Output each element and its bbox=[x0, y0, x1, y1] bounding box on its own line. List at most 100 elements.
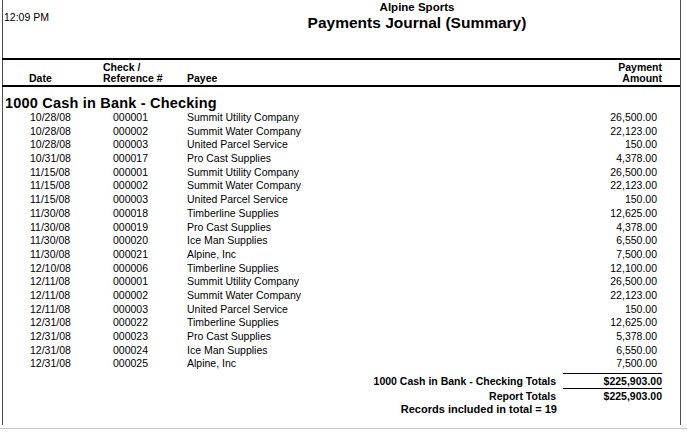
row-payee: Alpine, Inc bbox=[187, 248, 236, 262]
row-payee: Timberline Supplies bbox=[187, 262, 279, 276]
row-amount: 12,625.00 bbox=[552, 316, 657, 330]
row-check-number: 000003 bbox=[113, 193, 148, 207]
column-header-date: Date bbox=[29, 73, 52, 84]
row-amount: 5,378.00 bbox=[552, 330, 657, 344]
row-date: 12/31/08 bbox=[30, 316, 71, 330]
row-date: 10/28/08 bbox=[30, 125, 71, 139]
row-amount: 26,500.00 bbox=[552, 275, 657, 289]
table-row: 10/28/08000003United Parcel Service150.0… bbox=[0, 138, 687, 152]
table-row: 11/30/08000018Timberline Supplies12,625.… bbox=[0, 207, 687, 221]
row-check-number: 000018 bbox=[113, 207, 148, 221]
row-check-number: 000021 bbox=[113, 248, 148, 262]
row-check-number: 000006 bbox=[113, 262, 148, 276]
row-payee: Timberline Supplies bbox=[187, 207, 279, 221]
row-check-number: 000019 bbox=[113, 221, 148, 235]
row-payee: Pro Cast Supplies bbox=[187, 221, 271, 235]
journal-rows: 10/28/08 000001 Summit Utility Company 26,5… bbox=[0, 111, 687, 371]
row-date: 12/11/08 bbox=[30, 303, 70, 317]
report-totals-amount: $225,903.00 bbox=[557, 390, 662, 403]
table-row: 12/10/08000006Timberline Supplies12,100.… bbox=[0, 262, 687, 276]
company-name: Alpine Sports bbox=[157, 1, 677, 13]
row-amount: 4,378.00 bbox=[552, 152, 657, 166]
row-amount: 4,378.00 bbox=[552, 221, 657, 235]
row-check-number: 000001 bbox=[113, 275, 148, 289]
row-date: 10/28/08 bbox=[30, 111, 71, 125]
payments-journal-report-page: 12:09 PM Alpine Sports Payments Journal … bbox=[0, 0, 687, 432]
row-date: 11/30/08 bbox=[30, 221, 70, 235]
records-count-note: Records included in total = 19 bbox=[300, 403, 557, 415]
row-payee: United Parcel Service bbox=[187, 138, 288, 152]
section-totals-row: 1000 Cash in Bank - Checking Totals $225… bbox=[0, 375, 687, 388]
report-title: Payments Journal (Summary) bbox=[157, 14, 677, 32]
row-payee: Timberline Supplies bbox=[187, 316, 279, 330]
row-payee: Summit Utility Company bbox=[187, 166, 299, 180]
report-totals-row: Report Totals $225,903.00 bbox=[0, 390, 687, 403]
row-date: 11/15/08 bbox=[30, 166, 70, 180]
section-totals-amount: $225,903.00 bbox=[557, 375, 662, 388]
row-amount: 7,500.00 bbox=[552, 248, 657, 262]
row-date: 10/31/08 bbox=[30, 152, 71, 166]
row-amount: 22,123.00 bbox=[552, 289, 657, 303]
table-row: 12/11/08 000003 United Parcel Service 150.0… bbox=[0, 303, 687, 317]
table-row: 10/31/08 000017 Pro Cast Supplies 4,378.00 bbox=[0, 152, 687, 166]
table-row: 11/30/08 000020 Ice Man Supplies 6,550.00 bbox=[0, 234, 687, 248]
table-row: 11/15/08000001Summit Utility Company26,5… bbox=[0, 166, 687, 180]
row-amount: 22,123.00 bbox=[552, 125, 657, 139]
row-date: 10/28/08 bbox=[30, 138, 71, 152]
column-header-payee: Payee bbox=[187, 73, 217, 84]
row-check-number: 000023 bbox=[113, 330, 148, 344]
row-payee: United Parcel Service bbox=[187, 193, 288, 207]
row-date: 11/15/08 bbox=[30, 179, 70, 193]
row-payee: Summit Water Company bbox=[187, 179, 301, 193]
column-header-check-reference: Check / Reference # bbox=[103, 62, 163, 84]
row-date: 12/31/08 bbox=[30, 330, 71, 344]
report-header: Alpine Sports Payments Journal (Summary) bbox=[157, 1, 677, 32]
row-payee: Pro Cast Supplies bbox=[187, 330, 271, 344]
row-check-number: 000002 bbox=[113, 289, 148, 303]
row-date: 12/10/08 bbox=[30, 262, 71, 276]
table-row: 11/30/08 000021 Alpine, Inc 7,500.00 bbox=[0, 248, 687, 262]
row-check-number: 000025 bbox=[113, 357, 148, 371]
row-amount: 6,550.00 bbox=[552, 344, 657, 358]
row-payee: Ice Man Supplies bbox=[187, 234, 268, 248]
row-date: 11/30/08 bbox=[30, 234, 70, 248]
table-row: 12/31/08 000022 Timberline Supplies 12,625.… bbox=[0, 316, 687, 330]
row-date: 12/11/08 bbox=[30, 289, 70, 303]
row-check-number: 000002 bbox=[113, 125, 148, 139]
section-header: 1000 Cash in Bank - Checking bbox=[5, 95, 217, 111]
table-row: 12/31/08 000025 Alpine, Inc 7,500.00 bbox=[0, 357, 687, 371]
row-check-number: 000001 bbox=[113, 111, 148, 125]
column-header-payment-amount: Payment Amount bbox=[557, 62, 662, 84]
row-amount: 7,500.00 bbox=[552, 357, 657, 371]
row-check-number: 000024 bbox=[113, 344, 148, 358]
row-amount: 150.00 bbox=[552, 303, 657, 317]
row-amount: 26,500.00 bbox=[552, 111, 657, 125]
row-amount: 26,500.00 bbox=[552, 166, 657, 180]
row-date: 11/30/08 bbox=[30, 207, 70, 221]
row-payee: United Parcel Service bbox=[187, 303, 288, 317]
row-check-number: 000022 bbox=[113, 316, 148, 330]
row-payee: Pro Cast Supplies bbox=[187, 152, 271, 166]
row-check-number: 000017 bbox=[113, 152, 148, 166]
row-date: 11/30/08 bbox=[30, 248, 70, 262]
row-date: 11/15/08 bbox=[30, 193, 70, 207]
table-row: 12/31/08000024Ice Man Supplies6,550.00 bbox=[0, 344, 687, 358]
report-time: 12:09 PM bbox=[4, 11, 49, 23]
section-totals-label: 1000 Cash in Bank - Checking Totals bbox=[280, 375, 556, 388]
report-totals-label: Report Totals bbox=[280, 390, 556, 403]
table-row: 11/15/08 000002 Summit Water Company 22,123… bbox=[0, 179, 687, 193]
header-rule-bottom bbox=[2, 85, 680, 87]
row-amount: 22,123.00 bbox=[552, 179, 657, 193]
row-date: 12/31/08 bbox=[30, 357, 71, 371]
table-row: 12/31/08 000023 Pro Cast Supplies 5,378.00 bbox=[0, 330, 687, 344]
table-row: 10/28/08000001Summit Utility Company26,5… bbox=[0, 111, 687, 125]
row-check-number: 000002 bbox=[113, 179, 148, 193]
table-row: 12/11/08000001Summit Utility Company26,5… bbox=[0, 275, 687, 289]
row-payee: Alpine, Inc bbox=[187, 357, 236, 371]
row-check-number: 000020 bbox=[113, 234, 148, 248]
row-amount: 150.00 bbox=[552, 138, 657, 152]
row-amount: 6,550.00 bbox=[552, 234, 657, 248]
row-check-number: 000003 bbox=[113, 303, 148, 317]
page-bottom-divider bbox=[0, 428, 687, 429]
row-payee: Summit Water Company bbox=[187, 125, 301, 139]
